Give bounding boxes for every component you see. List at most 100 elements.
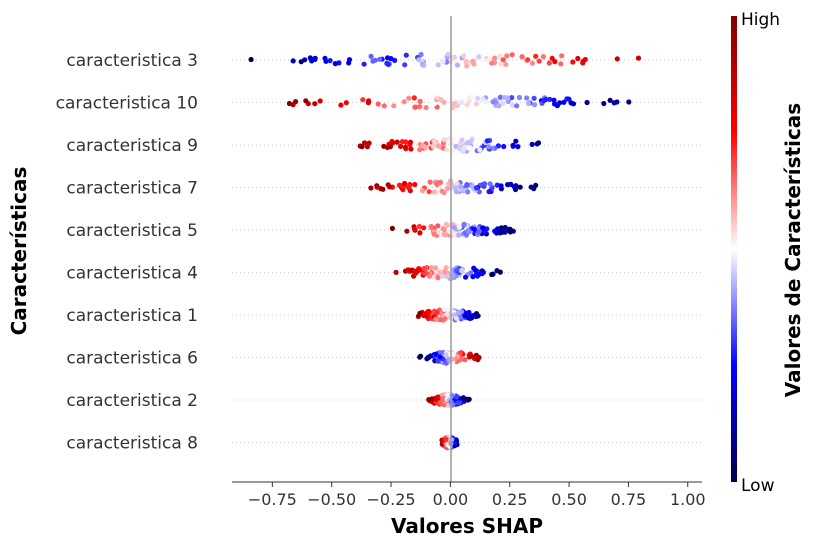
shap-point [472,267,478,273]
shap-point [417,98,423,104]
shap-point [554,103,561,109]
shap-point [441,231,447,237]
shap-point [248,56,254,63]
shap-point [482,181,488,187]
shap-point [346,57,353,63]
shap-point [401,99,407,105]
shap-point [370,58,376,64]
shap-point [477,147,483,153]
shap-point [450,351,456,357]
shap-point [445,51,451,57]
shap-point [517,184,523,190]
shap-point [635,55,642,61]
shap-point [442,316,448,322]
shap-point [505,182,511,188]
shap-point [497,94,503,100]
shap-point [426,273,433,279]
shap-point [492,55,498,61]
shap-point [435,275,441,281]
shap-point [290,58,296,64]
shap-point [426,189,432,195]
shap-point [312,101,318,107]
shap-point [528,184,534,190]
shap-point [441,306,448,312]
shap-point [431,101,437,107]
shap-point [412,181,418,188]
shap-point [467,313,473,320]
shap-point [498,183,504,189]
shap-point [471,226,477,232]
shap-point [485,57,492,63]
shap-point [497,53,503,60]
shap-point [421,225,427,231]
shap-point [290,102,296,108]
shap-point [440,58,446,65]
shap-point [443,436,449,442]
shap-point [469,94,475,100]
shap-point [427,179,433,185]
shap-point [482,228,488,235]
shap-point [368,53,374,60]
colorbar-high-label: High [741,10,780,30]
shap-point [421,265,427,272]
shap-point [456,224,463,230]
shap-point [417,104,423,110]
shap-point [502,229,508,235]
x-tick-label: 0.00 [433,490,469,509]
shap-point [475,229,481,235]
shap-point [614,99,620,105]
shap-point [473,185,480,191]
shap-point [503,61,509,67]
shap-point [561,99,567,105]
shap-point [431,189,437,195]
shap-point [524,95,530,101]
shap-point [423,145,429,151]
shap-point [404,228,410,234]
shap-point [431,274,437,280]
shap-point [584,99,590,106]
shap-point [426,354,432,361]
shap-point [433,351,439,357]
shap-point [547,96,553,102]
shap-point [457,350,463,356]
shap-point [551,97,557,103]
shap-point [440,396,446,402]
shap-point [430,143,436,149]
x-tick-label: −0.50 [307,490,356,509]
shap-point [437,354,443,360]
shap-point [429,396,435,402]
shap-point [408,146,414,152]
shap-point [307,55,313,61]
shap-point [428,223,434,230]
shap-point [489,60,495,66]
shap-point [361,61,367,67]
shap-point [504,95,511,101]
shap-point [434,310,440,316]
shap-point [531,95,537,101]
shap-point [486,144,492,150]
shap-point [504,53,510,59]
shap-point [529,60,536,66]
shap-point [375,101,381,107]
shap-point [463,274,469,280]
shap-point [533,53,539,59]
shap-point [464,63,470,69]
shap-point [449,148,455,154]
shap-point [515,144,521,150]
shap-point [451,101,457,107]
shap-point [428,265,435,271]
shap-point [494,268,500,274]
shap-point [516,94,523,101]
shap-point [418,51,424,58]
shap-point [374,184,380,190]
shap-point [601,100,607,107]
feature-label: caracteristica 10 [56,94,198,114]
shap-point [455,400,461,406]
feature-label: caracteristica 7 [66,179,198,199]
shap-point [461,221,467,227]
shap-point [398,143,404,149]
shap-point [360,97,366,103]
shap-point [513,138,519,144]
shap-point [500,57,506,63]
